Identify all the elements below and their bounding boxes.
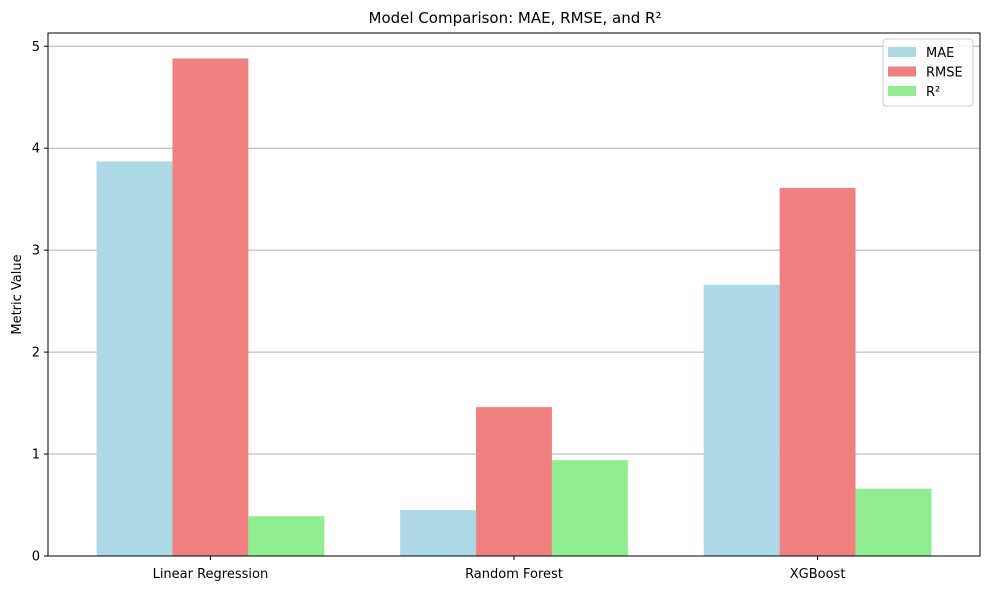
- x-tick-label: Linear Regression: [153, 567, 269, 582]
- x-axis: Linear Regression Random Forest XGBoost: [153, 556, 846, 582]
- bar-rmse-2: [779, 187, 856, 557]
- bar-r-2: [855, 488, 932, 556]
- bar-mae-2: [703, 284, 780, 556]
- y-tick-label: 0: [32, 550, 40, 565]
- legend: MAE RMSE R²: [882, 38, 974, 107]
- y-axis-title: Metric Value: [10, 254, 25, 334]
- bar-r-0: [248, 516, 325, 556]
- legend-label: MAE: [926, 46, 954, 61]
- chart-title: Model Comparison: MAE, RMSE, and R²: [369, 9, 662, 27]
- legend-swatch: [888, 47, 916, 57]
- bars: [96, 58, 932, 557]
- y-tick-label: 1: [32, 448, 40, 463]
- y-tick-label: 2: [32, 346, 40, 361]
- bar-rmse-1: [476, 407, 552, 556]
- y-tick-label: 3: [32, 244, 40, 259]
- y-tick-label: 4: [32, 142, 40, 157]
- bar-r-1: [551, 460, 628, 556]
- y-axis: 0 1 2 3 4 5: [32, 40, 48, 565]
- x-tick-label: Random Forest: [465, 567, 563, 582]
- x-tick-label: XGBoost: [790, 567, 846, 582]
- bar-mae-1: [400, 510, 477, 556]
- y-tick-label: 5: [32, 40, 40, 55]
- legend-label: R²: [926, 85, 940, 100]
- bar-rmse-0: [172, 58, 249, 556]
- bar-mae-0: [96, 161, 173, 556]
- legend-swatch: [888, 86, 916, 96]
- legend-label: RMSE: [926, 66, 963, 81]
- legend-swatch: [888, 66, 916, 77]
